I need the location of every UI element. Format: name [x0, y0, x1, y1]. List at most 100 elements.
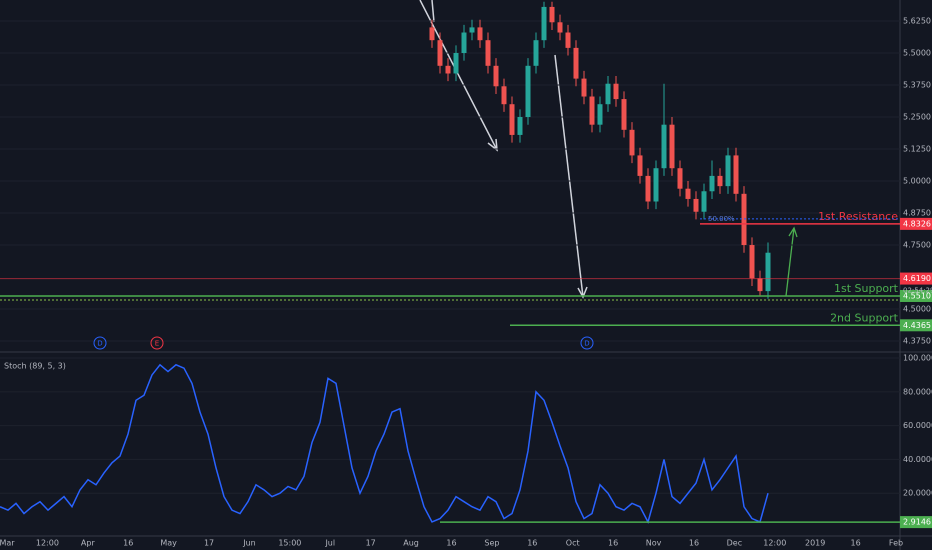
event-marker [93, 336, 107, 350]
x-tick-label: 16 [446, 539, 456, 548]
y-tick-label: 5.1250 [903, 145, 931, 154]
candle-body [501, 86, 507, 105]
candle-body [469, 27, 475, 33]
candle-body [741, 193, 747, 246]
event-marker [580, 336, 594, 350]
countdown: 02:54:29 [903, 287, 932, 295]
level-value: 4.6190 [903, 274, 931, 283]
level-name: 2nd Support [830, 311, 899, 324]
y-tick-label: 80.0000 [903, 387, 932, 396]
candle-body [613, 83, 619, 100]
x-tick-label: 12:00 [36, 539, 59, 548]
x-tick-label: Sep [484, 539, 499, 548]
candle-body [629, 129, 635, 156]
y-tick-label: 40.0000 [903, 455, 932, 464]
x-tick-label: 2019 [805, 539, 825, 548]
level-value: 4.8326 [903, 219, 931, 228]
stoch-line [0, 363, 769, 524]
candle-body [749, 245, 755, 279]
candle-body [709, 175, 715, 192]
candle-body [445, 65, 451, 74]
x-tick-label: 15:00 [278, 539, 301, 548]
y-tick-label: 5.3750 [903, 81, 931, 90]
candle-body [477, 27, 483, 41]
candle-body [493, 65, 499, 87]
candle-body [541, 6, 547, 41]
level-value-box [900, 272, 932, 285]
candle-body [653, 168, 659, 202]
candle-body [677, 168, 683, 189]
candle-body [557, 22, 563, 33]
candle-body [685, 188, 691, 199]
y-tick-label: 4.3750 [903, 337, 931, 346]
x-tick-label: 16 [527, 539, 537, 548]
y-tick-label: 5.0000 [903, 177, 931, 186]
x-tick-label: Apr [81, 539, 96, 548]
x-tick-label: May [160, 539, 177, 548]
x-tick-label: 16 [608, 539, 618, 548]
candle-body [661, 124, 667, 169]
target-arrow [785, 226, 798, 297]
event-label: D [97, 340, 102, 348]
arrow-head [577, 286, 588, 299]
event-marker [150, 336, 164, 350]
x-tick-label: Jun [242, 539, 256, 548]
x-tick-label: 17 [204, 539, 214, 548]
event-label: D [584, 340, 589, 348]
candle-body [485, 40, 491, 66]
x-tick-label: 12:00 [763, 539, 786, 548]
x-tick-label: 16 [123, 539, 133, 548]
y-tick-label: 5.6250 [903, 16, 931, 25]
candle-body [621, 99, 627, 130]
arrow [431, 0, 435, 23]
x-tick-label: Dec [727, 539, 742, 548]
level-value-box [900, 289, 932, 302]
x-tick-label: Aug [403, 539, 419, 548]
x-tick-label: Feb [889, 539, 903, 548]
arrow-head [788, 226, 798, 238]
event-label: E [155, 340, 159, 348]
level-value: 4.4365 [903, 321, 931, 330]
candle-body [437, 40, 443, 66]
candle-body [597, 104, 603, 125]
y-tick-label: 4.5000 [903, 305, 931, 314]
y-tick-label: 100.0000 [903, 354, 932, 363]
candle-body [533, 40, 539, 66]
trend-arrows [419, 0, 588, 299]
y-tick-label: 5.5000 [903, 48, 931, 57]
y-tick-label: 4.8750 [903, 209, 931, 218]
x-tick-label: Nov [646, 539, 662, 548]
y-tick-label: 5.2500 [903, 113, 931, 122]
candle-body [765, 252, 771, 292]
arrow [554, 54, 584, 298]
fib-label: 50.00% [708, 215, 735, 223]
candle-body [589, 96, 595, 125]
candle-body [669, 124, 675, 169]
candle-body [517, 117, 523, 135]
candle-body [637, 155, 643, 176]
level-value: 4.5510 [903, 291, 931, 300]
arrow [785, 227, 795, 297]
x-tick-label: 17 [366, 539, 376, 548]
level-value-box [900, 319, 932, 332]
candle-body [565, 32, 571, 48]
candle-body [605, 83, 611, 105]
y-tick-label: 20.0000 [903, 489, 932, 498]
x-tick-label: 16 [689, 539, 699, 548]
candle-body [453, 52, 459, 74]
candle-body [525, 65, 531, 118]
x-tick-label: Oct [566, 539, 580, 548]
level-value-box [900, 217, 932, 230]
candle-body [757, 278, 763, 292]
candle-body [701, 191, 707, 212]
candle-body [717, 175, 723, 187]
candle-body [725, 155, 731, 187]
y-tick-label: 60.0000 [903, 421, 932, 430]
candle-body [461, 32, 467, 53]
x-tick-label: 16 [850, 539, 860, 548]
candle-body [581, 78, 587, 97]
y-tick-label: 4.7500 [903, 241, 931, 250]
candle-body [509, 104, 515, 135]
